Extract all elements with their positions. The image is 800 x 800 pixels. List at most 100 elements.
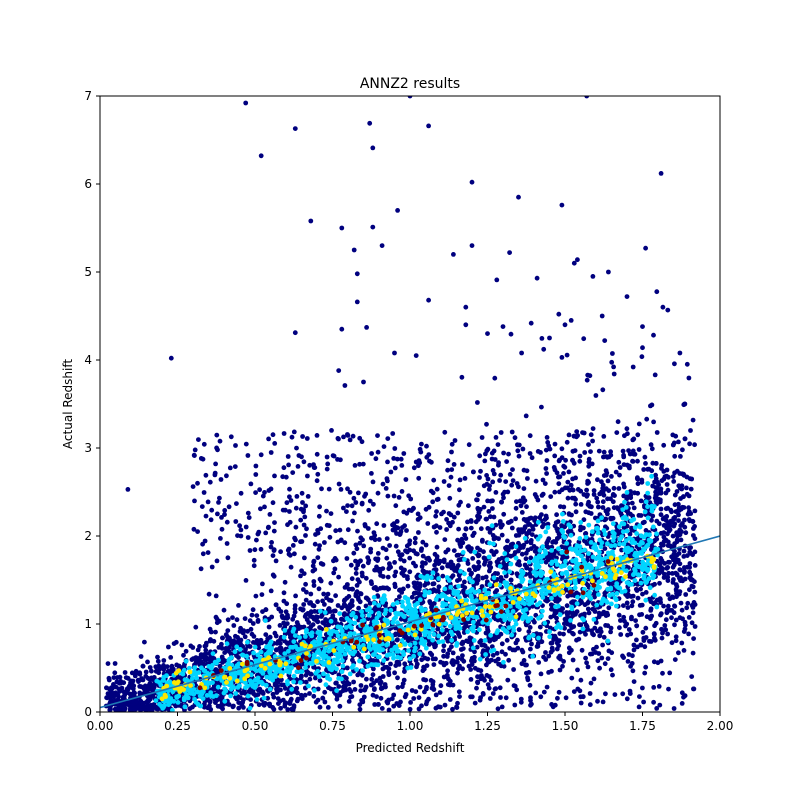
- scatter-point: [545, 521, 551, 527]
- scatter-point: [442, 537, 448, 542]
- scatter-point: [270, 553, 276, 558]
- scatter-point: [533, 478, 539, 484]
- scatter-point: [475, 545, 480, 551]
- scatter-point: [462, 585, 468, 590]
- scatter-point: [478, 638, 484, 644]
- scatter-point: [253, 490, 258, 495]
- scatter-point: [448, 474, 454, 480]
- scatter-point: [568, 482, 574, 488]
- scatter-point: [327, 534, 333, 540]
- scatter-point: [396, 660, 401, 665]
- scatter-point: [591, 632, 596, 638]
- scatter-point: [358, 591, 363, 596]
- scatter-point: [302, 692, 308, 698]
- scatter-point: [387, 561, 392, 567]
- scatter-point: [539, 336, 545, 341]
- scatter-point: [401, 558, 407, 564]
- scatter-point: [233, 633, 238, 639]
- scatter-point: [295, 690, 300, 696]
- scatter-point: [190, 704, 195, 710]
- scatter-point: [499, 499, 504, 505]
- scatter-point: [315, 527, 320, 533]
- scatter-point: [528, 574, 533, 579]
- scatter-point: [374, 694, 379, 699]
- scatter-point: [356, 559, 362, 565]
- scatter-point: [336, 481, 342, 487]
- scatter-point: [396, 495, 402, 500]
- scatter-point: [414, 664, 419, 670]
- scatter-point: [680, 447, 685, 453]
- scatter-point: [444, 527, 449, 532]
- scatter-point: [403, 692, 409, 697]
- scatter-point: [336, 684, 342, 689]
- scatter-point: [552, 441, 558, 447]
- scatter-point: [602, 661, 608, 667]
- scatter-point: [161, 667, 167, 672]
- scatter-point: [626, 463, 632, 469]
- scatter-point: [370, 479, 376, 485]
- scatter-point: [113, 698, 118, 703]
- scatter-point: [585, 664, 591, 670]
- scatter-point: [287, 552, 293, 558]
- scatter-point: [658, 506, 664, 512]
- scatter-point: [592, 594, 597, 600]
- scatter-point: [349, 586, 355, 592]
- scatter-point: [386, 707, 392, 712]
- scatter-point: [562, 625, 567, 631]
- scatter-point: [139, 703, 145, 709]
- scatter-point: [415, 511, 421, 517]
- scatter-point: [261, 702, 267, 708]
- scatter-point: [350, 518, 355, 524]
- scatter-point: [353, 500, 359, 505]
- scatter-point: [363, 595, 369, 601]
- scatter-point: [280, 474, 286, 480]
- scatter-point: [268, 588, 274, 594]
- scatter-point: [192, 498, 197, 504]
- scatter-point: [306, 620, 312, 625]
- scatter-point: [392, 560, 397, 565]
- scatter-point: [384, 555, 390, 561]
- scatter-point: [608, 625, 614, 631]
- scatter-point: [380, 566, 386, 571]
- scatter-point: [238, 533, 244, 539]
- scatter-point: [659, 463, 665, 468]
- scatter-point: [293, 505, 299, 511]
- scatter-point: [445, 682, 451, 687]
- scatter-point: [260, 493, 266, 499]
- scatter-point: [280, 615, 285, 620]
- scatter-point: [303, 597, 309, 603]
- scatter-point: [236, 603, 241, 608]
- scatter-point: [689, 620, 695, 626]
- scatter-point: [258, 689, 264, 695]
- scatter-point: [213, 614, 219, 620]
- scatter-point: [293, 537, 298, 543]
- scatter-point: [450, 706, 455, 712]
- scatter-point: [463, 622, 469, 628]
- scatter-point: [243, 647, 248, 652]
- scatter-point: [136, 679, 141, 684]
- scatter-point: [326, 622, 332, 628]
- scatter-point: [441, 509, 446, 515]
- scatter-point: [277, 623, 283, 628]
- scatter-point: [466, 503, 471, 509]
- scatter-point: [540, 524, 545, 530]
- scatter-point: [460, 641, 465, 646]
- scatter-point: [361, 543, 367, 549]
- scatter-point: [236, 705, 242, 711]
- scatter-point: [643, 590, 649, 595]
- scatter-point: [402, 669, 407, 674]
- scatter-point: [659, 626, 664, 632]
- scatter-point: [493, 522, 499, 528]
- scatter-point: [423, 686, 429, 692]
- scatter-point: [621, 655, 626, 660]
- scatter-point: [215, 511, 220, 517]
- scatter-point: [485, 682, 491, 687]
- scatter-point: [345, 582, 350, 587]
- scatter-point: [669, 640, 675, 646]
- scatter-point: [440, 639, 446, 644]
- scatter-point: [217, 703, 223, 709]
- scatter-point: [427, 599, 433, 604]
- scatter-point: [663, 617, 669, 623]
- scatter-point: [214, 558, 220, 564]
- scatter-point: [161, 658, 167, 663]
